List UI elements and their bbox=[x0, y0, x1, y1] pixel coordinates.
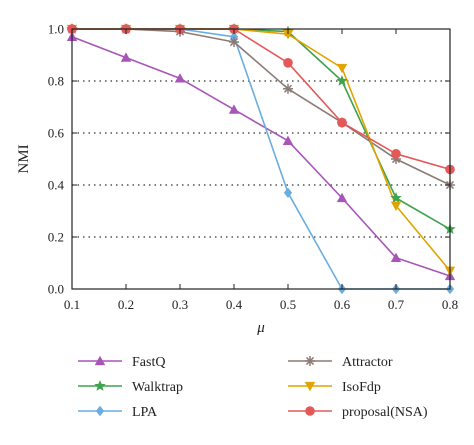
data-point-isofdp bbox=[336, 63, 348, 74]
series-line-fastq bbox=[71, 36, 451, 277]
x-tick-label: 0.5 bbox=[280, 297, 296, 312]
legend-item-proposal-nsa: proposal(NSA) bbox=[288, 405, 428, 420]
legend-label: Attractor bbox=[342, 355, 393, 370]
plot-area bbox=[71, 28, 451, 290]
legend-swatch-marker bbox=[95, 405, 105, 417]
series-line-proposal-nsa bbox=[72, 28, 451, 171]
legend-item-lpa: LPA bbox=[78, 405, 158, 420]
axis-ticks: 0.0 0.2 0.4 0.6 0.8 1.0 0.1 0.2 0.3 0.4 0.5 0.6 0.7 0… bbox=[48, 22, 458, 313]
legend-label: IsoFdp bbox=[342, 380, 381, 395]
data-point-attractor bbox=[283, 83, 293, 94]
y-tick-label: 0.0 bbox=[48, 282, 64, 297]
legend-swatch-marker bbox=[304, 381, 316, 392]
data-point-walktrap bbox=[390, 192, 402, 203]
legend-label: LPA bbox=[132, 405, 158, 420]
data-point-fastq bbox=[174, 73, 186, 83]
data-point-lpa bbox=[229, 31, 239, 42]
legend-swatch-marker bbox=[305, 356, 315, 366]
data-point-attractor bbox=[229, 37, 239, 47]
x-tick-label: 0.7 bbox=[388, 297, 405, 312]
legend-label: FastQ bbox=[132, 355, 165, 370]
y-axis-title: NMI bbox=[16, 144, 32, 173]
legend-item-attractor: Attractor bbox=[288, 355, 393, 370]
data-point-lpa bbox=[283, 187, 293, 198]
x-tick-label: 0.8 bbox=[442, 297, 458, 312]
data-point-proposal-nsa bbox=[391, 149, 401, 159]
data-point-fastq bbox=[228, 104, 240, 114]
legend-label: proposal(NSA) bbox=[342, 405, 428, 420]
x-tick-label: 0.2 bbox=[118, 297, 134, 312]
legend-swatch-marker bbox=[305, 406, 315, 416]
data-point-fastq bbox=[390, 252, 402, 262]
data-point-isofdp bbox=[390, 201, 402, 211]
legend-swatch-marker bbox=[94, 380, 106, 391]
data-point-proposal-nsa bbox=[283, 58, 293, 68]
x-tick-label: 0.3 bbox=[172, 297, 188, 312]
legend-item-fastq: FastQ bbox=[78, 355, 165, 370]
data-point-fastq bbox=[336, 192, 348, 203]
y-tick-label: 0.6 bbox=[48, 126, 65, 141]
series-markers bbox=[66, 23, 456, 295]
x-tick-label: 0.6 bbox=[334, 297, 351, 312]
legend-item-walktrap: Walktrap bbox=[78, 380, 183, 395]
y-tick-label: 0.8 bbox=[48, 74, 64, 89]
data-point-isofdp bbox=[282, 30, 294, 40]
y-tick-label: 1.0 bbox=[48, 22, 64, 37]
data-point-walktrap bbox=[336, 75, 348, 86]
legend-item-isofdp: IsoFdp bbox=[288, 380, 381, 395]
legend: FastQ Walktrap LPA Attractor IsoFdp proposal(… bbox=[78, 355, 428, 420]
data-point-fastq bbox=[120, 52, 132, 62]
x-tick-label: 0.1 bbox=[64, 297, 80, 312]
data-point-fastq bbox=[282, 135, 294, 145]
x-tick-label: 0.4 bbox=[226, 297, 243, 312]
y-tick-label: 0.2 bbox=[48, 230, 64, 245]
x-axis-title: μ bbox=[256, 320, 265, 336]
legend-label: Walktrap bbox=[132, 380, 183, 395]
data-point-proposal-nsa bbox=[337, 117, 347, 128]
y-tick-label: 0.4 bbox=[48, 178, 65, 193]
legend-swatch-marker bbox=[94, 355, 106, 366]
